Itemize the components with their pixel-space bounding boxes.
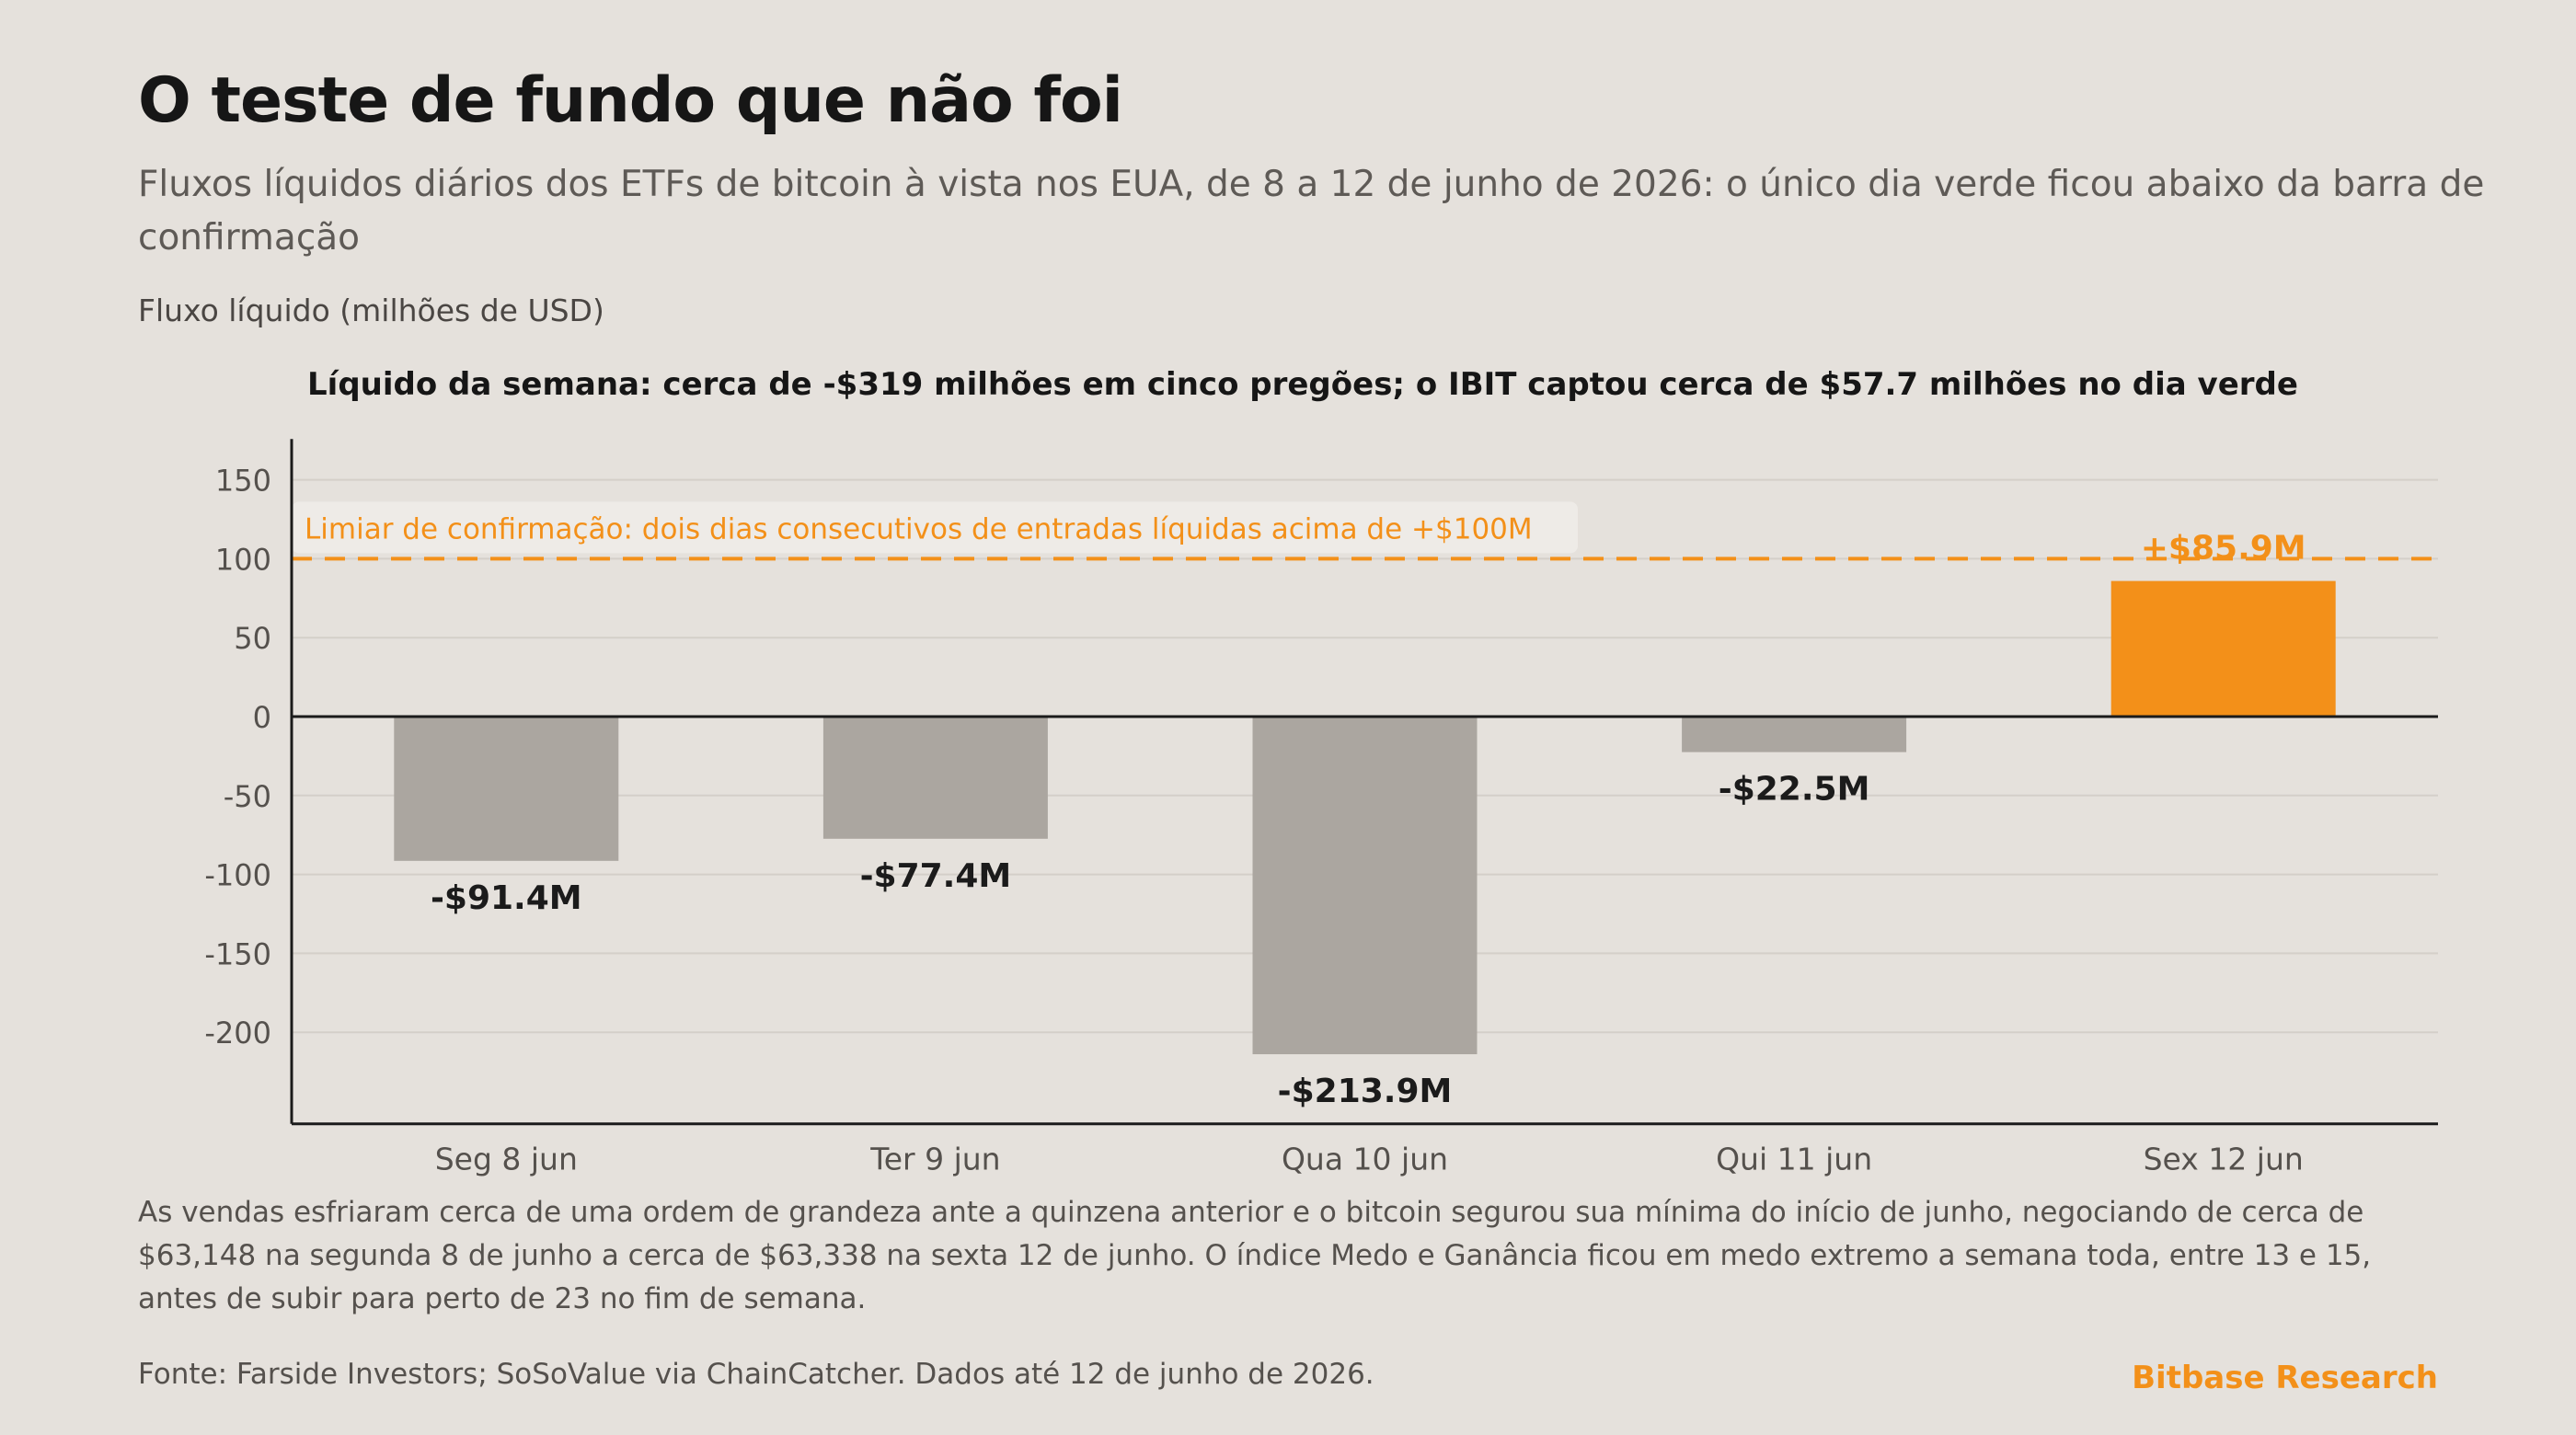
data-label: -$77.4M (860, 857, 1012, 895)
bar (822, 717, 1048, 839)
y-tick-label: 0 (253, 700, 271, 735)
bar-chart: 150 100 50 0 -50 -100 -150 -200 -$91.4M Seg 8 jun… (204, 439, 2438, 1177)
y-tick-label: 150 (215, 464, 271, 499)
y-tick-label: -150 (204, 936, 271, 971)
x-tick-label: Seg 8 jun (435, 1142, 578, 1177)
bar (1682, 717, 1907, 752)
threshold-label: Limiar de confirmação: dois dias consecu… (305, 512, 1533, 545)
y-axis-label: Fluxo líquido (milhões de USD) (138, 293, 604, 328)
x-tick-label: Sex 12 jun (2144, 1142, 2304, 1177)
y-tick-label: 100 (215, 542, 271, 577)
y-tick-label: -200 (204, 1016, 271, 1050)
bar (1252, 717, 1478, 1055)
y-tick-label: -50 (224, 779, 271, 814)
brand-logo-text: Bitbase Research (2132, 1360, 2438, 1396)
x-tick-label: Qua 10 jun (1282, 1142, 1448, 1177)
weekly-net-annotation: Líquido da semana: cerca de -$319 milhõe… (307, 366, 2298, 403)
threshold-label-background (292, 501, 1578, 554)
data-label: -$22.5M (1719, 771, 1870, 809)
source-text: Fonte: Farside Investors; SoSoValue via … (138, 1358, 1374, 1391)
y-tick-label: 50 (234, 621, 271, 656)
chart-subtitle: Fluxos líquidos diários dos ETFs de bitc… (138, 164, 2485, 258)
data-label: -$213.9M (1278, 1073, 1453, 1110)
footnote-text: As vendas esfriaram cerca de uma ordem d… (138, 1196, 2372, 1315)
y-tick-label: -100 (204, 858, 271, 893)
x-tick-label: Ter 9 jun (869, 1142, 1000, 1177)
bar (394, 717, 619, 861)
data-label: -$91.4M (431, 879, 582, 917)
bar (2110, 580, 2336, 717)
data-label: +$85.9M (2141, 530, 2306, 568)
chart-title: O teste de fundo que não foi (138, 64, 1123, 137)
x-tick-label: Qui 11 jun (1716, 1142, 1872, 1177)
